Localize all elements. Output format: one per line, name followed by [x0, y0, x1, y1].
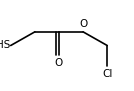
Text: Cl: Cl [102, 69, 112, 79]
Text: O: O [55, 58, 63, 68]
Text: O: O [79, 19, 87, 29]
Text: HS: HS [0, 40, 10, 51]
